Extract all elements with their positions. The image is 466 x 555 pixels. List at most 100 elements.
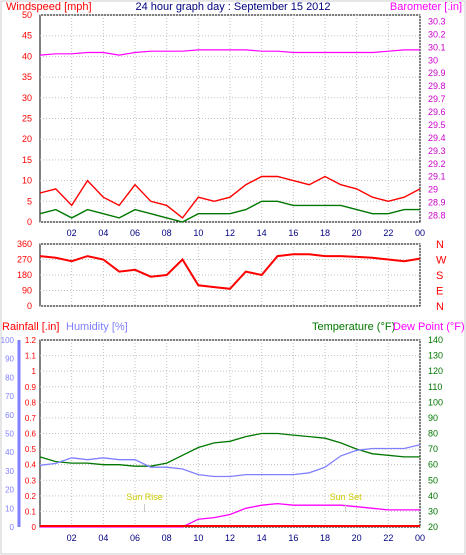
baro-y-tick-label: 29.8: [428, 81, 446, 91]
dir-compass-label: N: [436, 301, 444, 313]
rht-x-tick-label: 12: [225, 533, 235, 543]
humid-y-tick-label: 40: [5, 448, 14, 457]
wind-x-tick-label: 14: [257, 228, 267, 238]
wind-x-tick-label: 04: [98, 228, 108, 238]
wind-x-tick-label: 00: [415, 228, 425, 238]
rht-x-tick-label: 02: [67, 533, 77, 543]
baro-y-tick-label: 30.3: [428, 16, 446, 26]
temp-y-tick-label: 40: [428, 491, 438, 501]
rain-y-tick-label: 0.9: [25, 383, 37, 392]
wind-series-avg: [39, 200, 420, 223]
wind-y-tick-label: 35: [22, 72, 32, 82]
dir-compass-label: E: [436, 286, 443, 298]
temp-y-tick-label: 100: [428, 397, 443, 407]
rht-x-tick-label: 08: [162, 533, 172, 543]
humid-y-tick-label: 10: [5, 504, 14, 513]
baro-y-tick-label: 29: [428, 185, 438, 195]
baro-y-tick-label: 30: [428, 55, 438, 65]
baro-y-tick-label: 29.6: [428, 107, 446, 117]
baro-y-tick-label: 28.8: [428, 211, 446, 221]
humid-y-tick-label: 80: [5, 373, 14, 382]
dir-compass-label: N: [436, 239, 444, 251]
baro-y-tick-label: 29.2: [428, 159, 446, 169]
wind-x-tick-label: 20: [352, 228, 362, 238]
temp-y-tick-label: 80: [428, 429, 438, 439]
baro-y-tick-label: 29.4: [428, 133, 446, 143]
rht-x-tick-label: 14: [257, 533, 267, 543]
rain-y-tick-label: 1.2: [25, 336, 37, 345]
dir-y-tick-label: 180: [17, 270, 32, 280]
sun-annotation: Sun Set: [330, 492, 363, 502]
humid-y-tick-label: 100: [1, 336, 15, 345]
wind-y-tick-label: 15: [22, 155, 32, 165]
wind-x-tick-label: 10: [193, 228, 203, 238]
temp-y-tick-label: 30: [428, 506, 438, 516]
wind-x-tick-label: 16: [288, 228, 298, 238]
chart-title: 24 hour graph day : September 15 2012: [135, 1, 330, 13]
temp-y-tick-label: 20: [428, 522, 438, 532]
dir-series: [39, 253, 421, 290]
baro-y-tick-label: 29.9: [428, 68, 446, 78]
wind-series-gust: [39, 175, 421, 219]
dir-y-tick-label: 90: [22, 286, 32, 296]
rht-series-temp: [39, 432, 420, 467]
temp-y-tick-label: 60: [428, 460, 438, 470]
temp-y-tick-label: 110: [428, 382, 442, 392]
barometer-label: Barometer [.in]: [390, 1, 462, 13]
rht-x-tick-label: 22: [383, 533, 393, 543]
sun-annotation: Sun Rise: [126, 492, 163, 502]
temp-y-tick-label: 90: [428, 413, 438, 423]
temp-y-tick-label: 130: [428, 351, 443, 361]
temperature-label: Temperature (°F): [312, 321, 395, 333]
rht-x-tick-label: 06: [130, 533, 140, 543]
rain-y-tick-label: 0.2: [25, 492, 37, 501]
rht-x-tick-label: 00: [415, 533, 425, 543]
temp-y-tick-label: 50: [428, 475, 438, 485]
baro-y-tick-label: 29.3: [428, 146, 446, 156]
wind-y-tick-label: 20: [22, 134, 32, 144]
wind-x-tick-label: 12: [225, 228, 235, 238]
plot-layer: 0510152025303540455028.828.92929.129.229…: [1, 10, 447, 543]
humid-y-tick-label: 0: [10, 523, 15, 532]
rain-y-tick-label: 0.1: [25, 507, 37, 516]
humid-y-tick-label: 30: [5, 467, 14, 476]
humid-y-tick-label: 20: [5, 486, 14, 495]
dewpoint-label: Dew Point (°F): [393, 321, 465, 333]
rht-x-tick-label: 16: [288, 533, 298, 543]
wind-series-baro: [39, 49, 420, 56]
rain-y-tick-label: 0.7: [25, 414, 37, 423]
wind-y-tick-label: 10: [22, 176, 32, 186]
temp-y-tick-label: 120: [428, 366, 443, 376]
wind-y-tick-label: 0: [27, 217, 32, 227]
humid-y-tick-label: 70: [5, 392, 14, 401]
wind-y-tick-label: 50: [22, 10, 32, 20]
rain-y-tick-label: 0.6: [25, 430, 37, 439]
rht-series-humid: [39, 444, 421, 478]
temp-y-tick-label: 70: [428, 444, 438, 454]
humidity-label: Humidity [%]: [66, 321, 128, 333]
humid-y-tick-label: 90: [5, 355, 14, 364]
baro-y-tick-label: 29.5: [428, 120, 446, 130]
dir-y-tick-label: 270: [17, 255, 32, 265]
dir-y-tick-label: 360: [17, 239, 32, 249]
baro-y-tick-label: 30.1: [428, 42, 446, 52]
baro-y-tick-label: 28.9: [428, 198, 446, 208]
wind-x-tick-label: 08: [162, 228, 172, 238]
wind-x-tick-label: 06: [130, 228, 140, 238]
wind-y-tick-label: 40: [22, 51, 32, 61]
dir-y-tick-label: 0: [27, 301, 32, 311]
rain-y-tick-label: 1: [32, 367, 37, 376]
temp-y-tick-label: 140: [428, 335, 443, 345]
wind-x-tick-label: 18: [320, 228, 330, 238]
dir-compass-label: W: [436, 255, 447, 267]
baro-y-tick-label: 29.7: [428, 94, 446, 104]
wind-y-tick-label: 30: [22, 93, 32, 103]
baro-y-tick-label: 30.2: [428, 29, 446, 39]
wind-y-tick-label: 5: [27, 196, 32, 206]
rht-x-tick-label: 04: [98, 533, 108, 543]
rain-y-tick-label: 1.1: [25, 352, 37, 361]
rain-y-tick-label: 0: [32, 523, 37, 532]
dir-compass-label: S: [436, 270, 443, 282]
